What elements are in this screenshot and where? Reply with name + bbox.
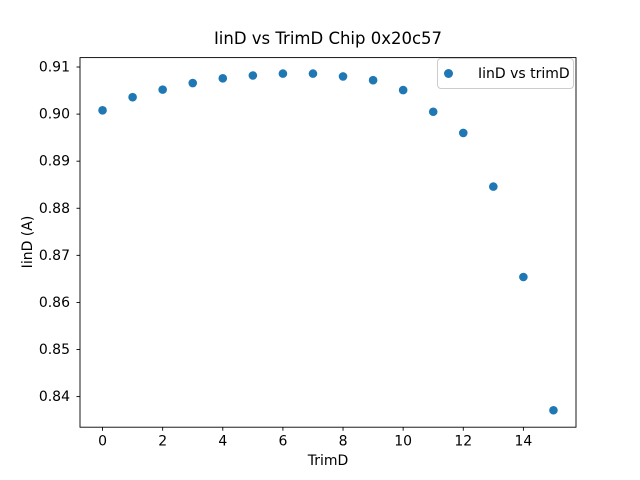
scatter-marker-icon — [444, 69, 453, 78]
x-tick-label: 14 — [514, 434, 532, 450]
y-tick-label: 0.87 — [39, 248, 70, 264]
y-tick-label: 0.85 — [39, 342, 70, 358]
y-tick-label: 0.84 — [39, 389, 70, 405]
data-point — [428, 107, 438, 117]
chart-title: IinD vs TrimD Chip 0x20c57 — [213, 29, 443, 48]
data-point — [458, 128, 468, 138]
data-point — [519, 272, 528, 282]
y-tick-label: 0.88 — [39, 201, 70, 217]
data-point — [128, 92, 137, 102]
y-tick-label: 0.90 — [39, 107, 70, 123]
x-tick-label: 12 — [454, 434, 472, 450]
data-point — [248, 71, 258, 80]
data-point — [308, 69, 318, 78]
plot-frame — [79, 57, 577, 428]
data-point — [368, 75, 378, 85]
y-tick-label: 0.86 — [39, 295, 70, 311]
data-point — [278, 69, 288, 78]
x-tick-label: 0 — [98, 434, 107, 450]
y-axis-label: IinD (A) — [20, 215, 36, 269]
data-point — [338, 72, 348, 81]
data-point — [218, 74, 228, 83]
x-axis-label: TrimD — [307, 453, 349, 469]
y-tick-label: 0.91 — [39, 60, 70, 76]
data-point — [398, 85, 408, 95]
data-point — [549, 405, 558, 415]
x-tick-label: 10 — [394, 434, 412, 450]
x-tick-label: 4 — [218, 434, 227, 450]
legend-label: IinD vs trimD — [478, 65, 570, 82]
data-point — [98, 106, 107, 115]
x-tick-label: 8 — [339, 434, 348, 450]
data-point — [489, 182, 498, 191]
legend: IinD vs trimD — [437, 58, 574, 89]
y-tick-label: 0.89 — [39, 154, 70, 170]
x-tick-label: 2 — [158, 434, 167, 450]
data-point — [188, 78, 198, 88]
data-point — [158, 85, 167, 94]
x-tick-label: 6 — [278, 434, 287, 450]
